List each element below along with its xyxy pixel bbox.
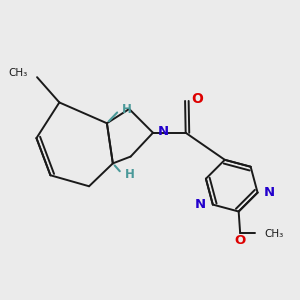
Text: H: H	[125, 168, 135, 181]
Text: H: H	[122, 103, 132, 116]
Text: CH₃: CH₃	[264, 229, 283, 239]
Text: CH₃: CH₃	[8, 68, 27, 78]
Text: O: O	[192, 92, 203, 106]
Text: N: N	[264, 186, 275, 199]
Text: N: N	[195, 198, 206, 211]
Text: O: O	[235, 234, 246, 248]
Text: N: N	[158, 125, 169, 138]
